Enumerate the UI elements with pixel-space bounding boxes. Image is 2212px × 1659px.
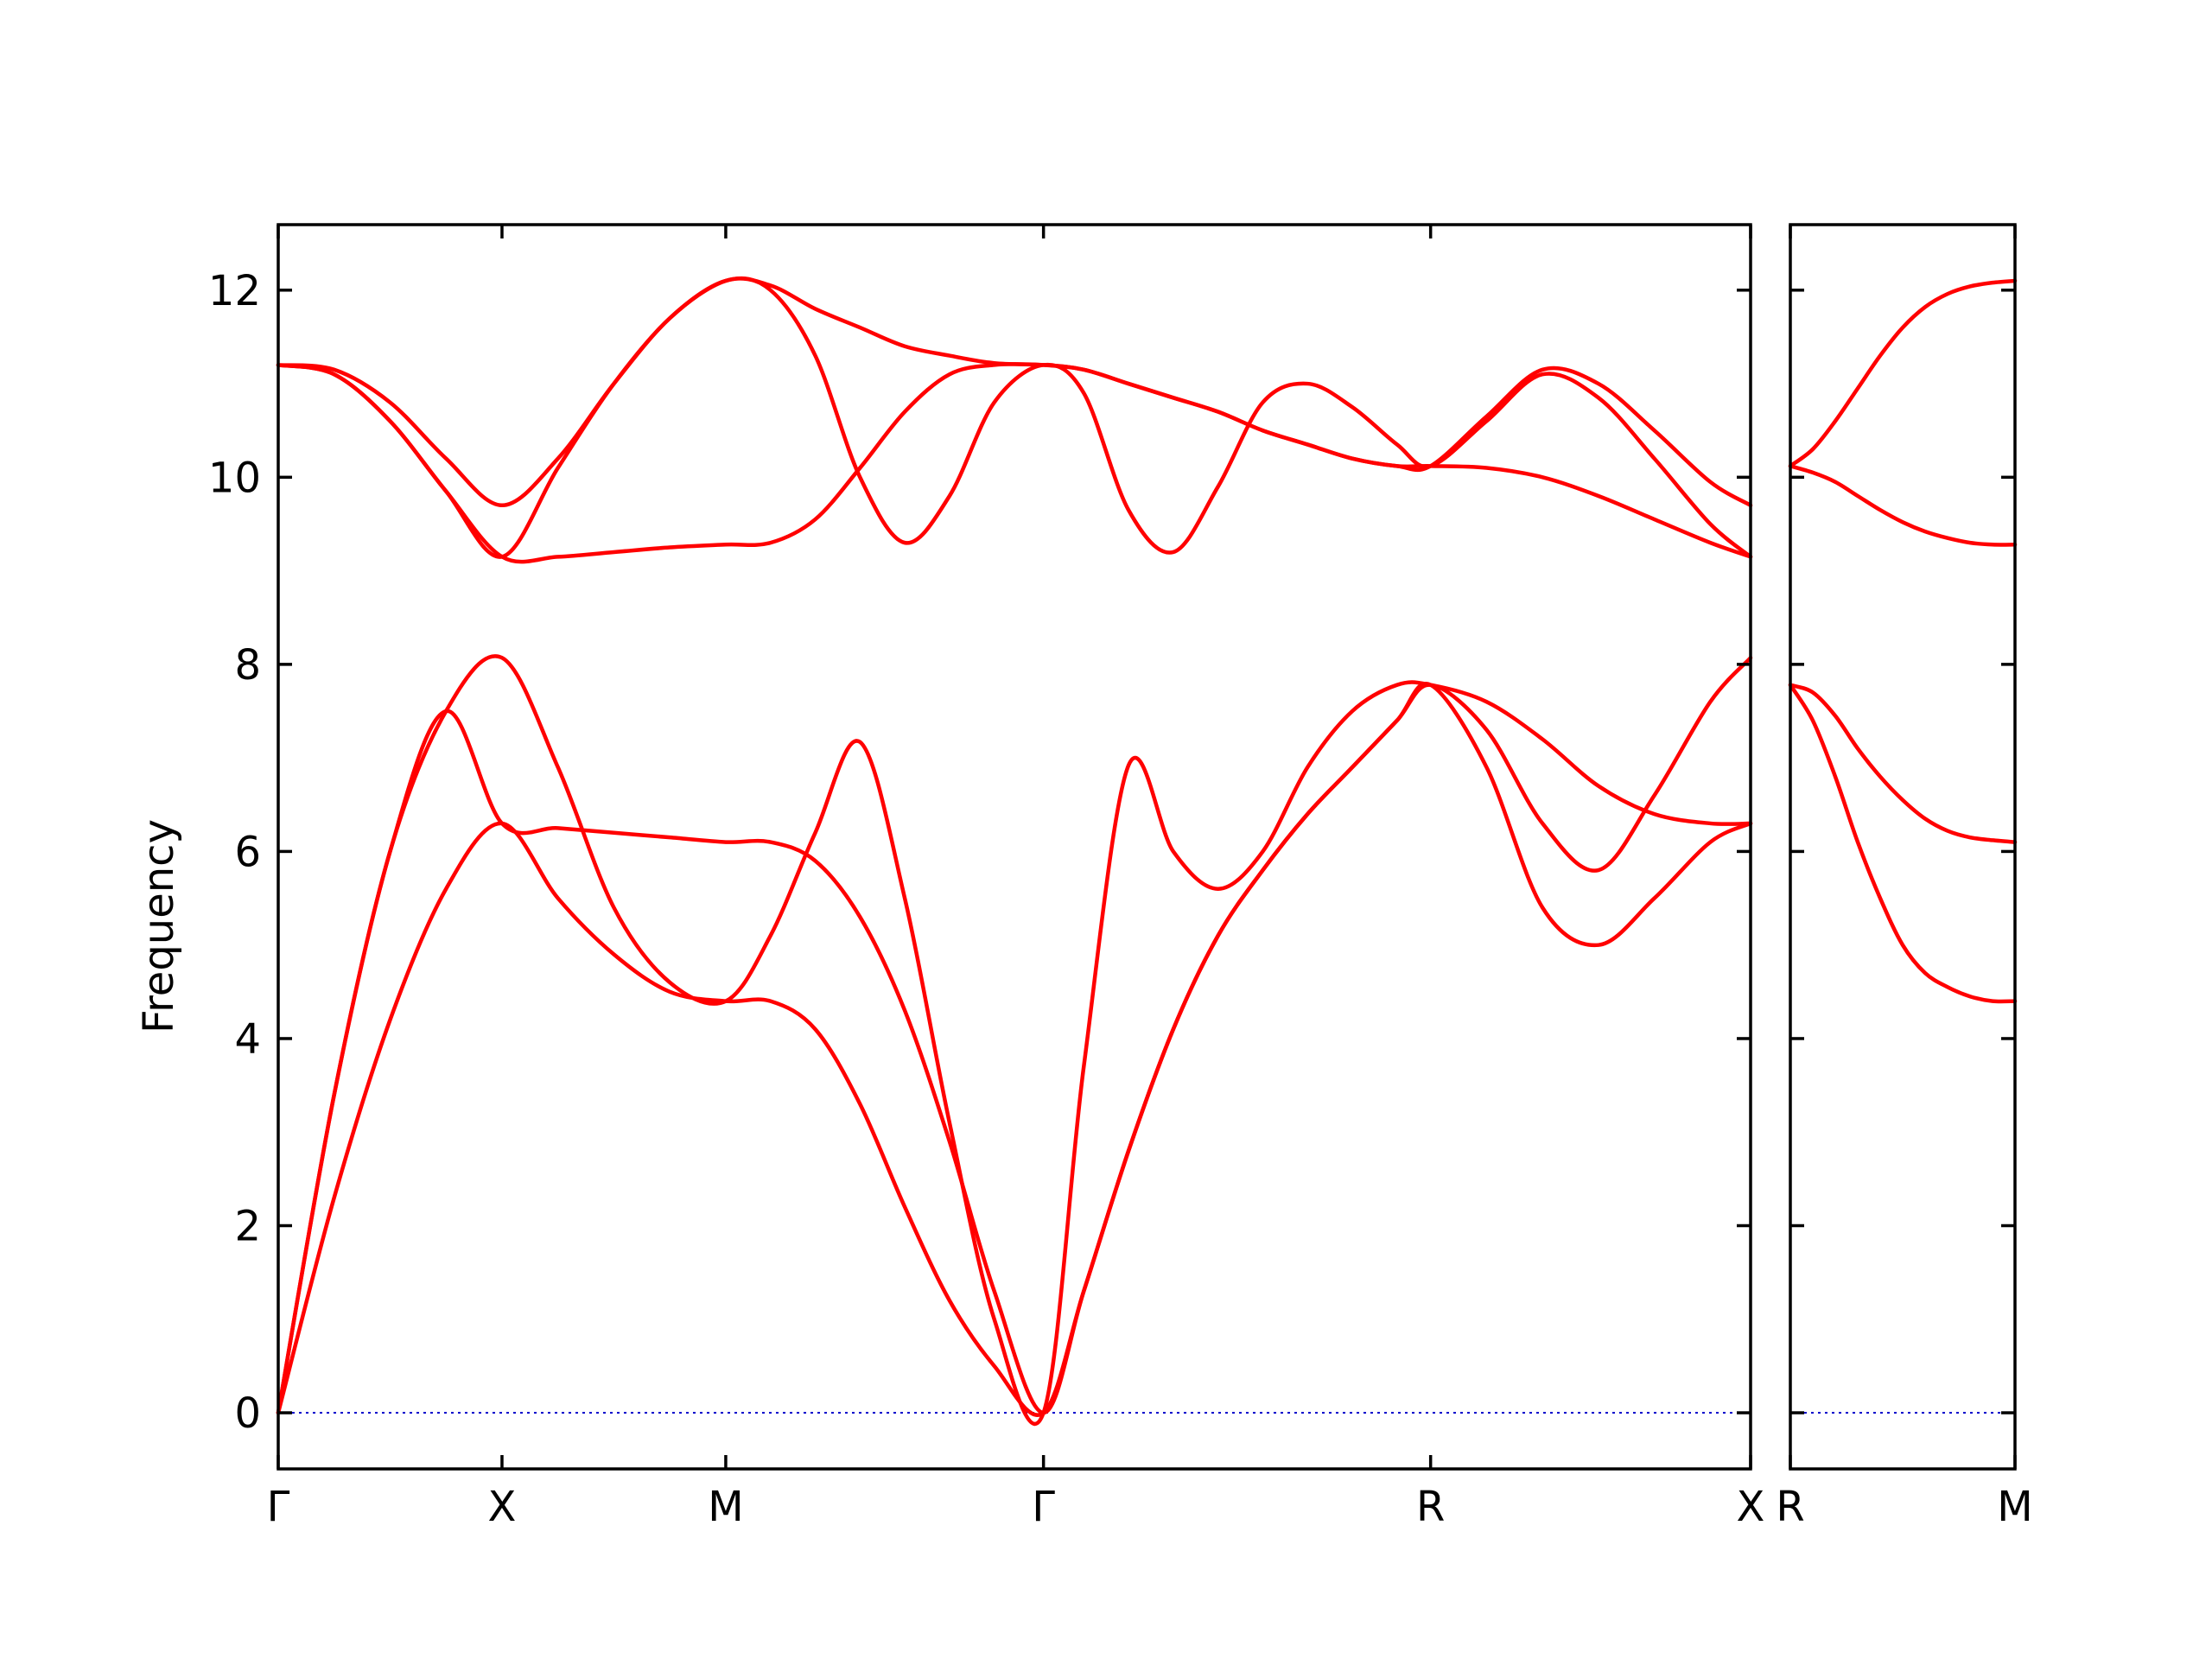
- phonon-branch-2-2: [1788, 683, 2018, 844]
- phonon-branch-1-3: [276, 656, 1753, 1415]
- high-symmetry-label: Γ: [267, 1483, 290, 1531]
- y-tick-label: 8: [234, 641, 261, 690]
- phonon-branch-1-5: [276, 276, 1753, 559]
- plot-frame: [1789, 223, 2017, 1471]
- panel-1: 0 2 4 6 8 10 12 Γ X M Γ R X: [208, 223, 1765, 1531]
- phonon-branch-1-4: [276, 362, 1753, 564]
- high-symmetry-label: R: [1416, 1483, 1445, 1531]
- phonon-branch-1-6: [276, 276, 1753, 508]
- y-tick-label: 0: [234, 1389, 261, 1438]
- y-tick-label: 10: [208, 454, 261, 502]
- y-tick-label: 2: [234, 1202, 261, 1250]
- plot-frame: [276, 223, 1752, 1471]
- phonon-branch-2-3: [1788, 464, 2018, 547]
- y-tick-label: 12: [208, 267, 261, 315]
- y-axis-title: Frequency: [135, 819, 183, 1033]
- y-tick-label: 4: [234, 1015, 261, 1064]
- high-symmetry-label: Γ: [1032, 1483, 1055, 1531]
- high-symmetry-label: R: [1776, 1483, 1804, 1531]
- phonon-branch-1-1: [276, 682, 1753, 1417]
- high-symmetry-label: M: [708, 1483, 743, 1531]
- y-tick-label: 6: [234, 828, 261, 876]
- high-symmetry-label: X: [1737, 1483, 1765, 1531]
- phonon-branch-2-1: [1788, 683, 2018, 1004]
- high-symmetry-label: X: [488, 1483, 517, 1531]
- phonon-branch-2-4: [1788, 278, 2018, 468]
- phonon-branch-1-2: [276, 654, 1753, 1427]
- high-symmetry-label: M: [1997, 1483, 2032, 1531]
